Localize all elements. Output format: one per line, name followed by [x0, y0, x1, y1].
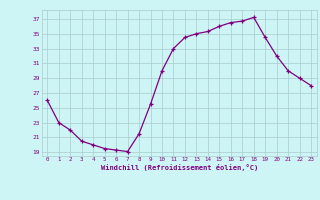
X-axis label: Windchill (Refroidissement éolien,°C): Windchill (Refroidissement éolien,°C)	[100, 164, 258, 171]
